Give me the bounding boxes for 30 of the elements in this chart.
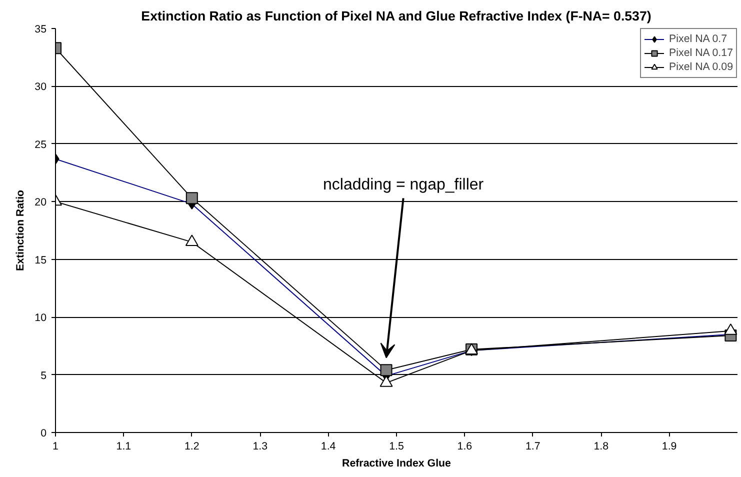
y-tick-label: 10 [34, 312, 47, 324]
x-tick-label: 1.3 [252, 440, 268, 452]
point [185, 234, 198, 246]
x-tick-label: 1.9 [662, 440, 677, 452]
legend-label: Pixel NA 0.17 [669, 46, 733, 60]
y-tick-label: 5 [40, 370, 47, 382]
y-tick-label: 20 [34, 196, 47, 209]
annotation: ncladding = ngap_filler [323, 176, 484, 194]
x-tick-label: 1.1 [116, 440, 132, 452]
x-tick-label: 1.2 [184, 440, 200, 452]
y-tick-label: 0 [40, 428, 47, 440]
legend-label: Pixel NA 0.7 [669, 32, 728, 46]
y-tick-label: 25 [34, 138, 47, 151]
x-tick-label: 1.5 [389, 440, 404, 452]
point [380, 375, 393, 387]
point [724, 323, 738, 335]
y-tick-label: 15 [34, 254, 47, 266]
x-tick-label: 1 [52, 440, 59, 452]
x-axis-title: Refractive Index Glue [342, 458, 452, 470]
y-tick-label: 35 [34, 24, 47, 36]
x-tick-label: 1.7 [525, 440, 540, 452]
chart-title: Extinction Ratio as Function of Pixel NA and Glue Refractive Index (F-NA= 0.537) [141, 8, 652, 24]
legend-label: Pixel NA 0.09 [669, 60, 733, 74]
point [380, 364, 392, 376]
x-tick-label: 1.8 [594, 440, 609, 452]
point [186, 192, 198, 204]
x-tick-label: 1.6 [457, 440, 472, 452]
x-tick-label: 1.4 [320, 440, 336, 452]
y-axis-title: Extinction Ratio [14, 189, 27, 272]
y-tick-label: 30 [34, 81, 47, 94]
